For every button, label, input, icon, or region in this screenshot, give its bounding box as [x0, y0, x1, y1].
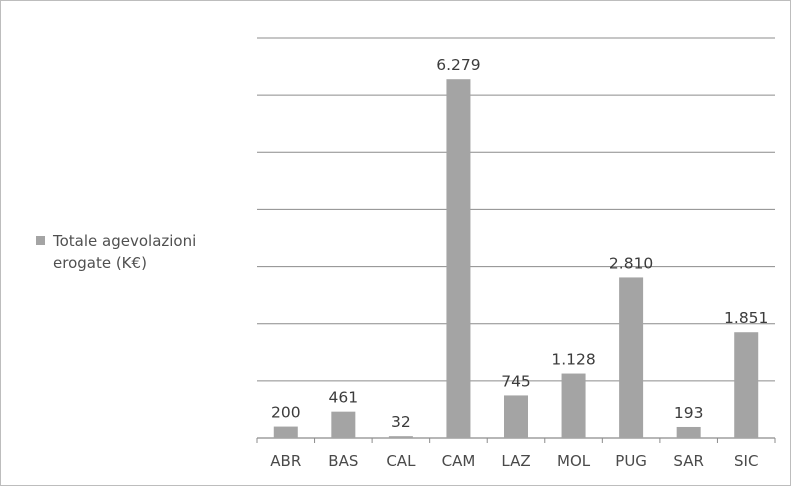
data-label-mol: 1.128 [551, 351, 595, 369]
bar-cal [388, 436, 413, 438]
x-tick-label-bas: BAS [328, 452, 358, 470]
data-label-cam: 6.279 [436, 56, 480, 74]
bar-mol [561, 373, 586, 438]
bar-laz [504, 395, 528, 438]
x-tick-label-cal: CAL [386, 452, 416, 470]
data-label-abr: 200 [271, 404, 301, 422]
legend-label: Totale agevolazioni erogate (K€) [53, 232, 197, 272]
bar-sar [676, 426, 701, 438]
data-label-bas: 461 [329, 389, 359, 407]
data-label-laz: 745 [501, 372, 531, 390]
x-tick-label-laz: LAZ [501, 452, 530, 470]
x-tick-label-sar: SAR [673, 452, 703, 470]
data-label-pug: 2.810 [609, 254, 653, 272]
data-label-sar: 193 [674, 404, 704, 422]
x-tick-label-mol: MOL [557, 452, 591, 470]
data-label-cal: 32 [391, 413, 411, 431]
bar-pug [619, 277, 644, 438]
bar-abr [273, 426, 298, 438]
x-tick-label-cam: CAM [442, 452, 476, 470]
x-tick-label-pug: PUG [615, 452, 647, 470]
x-tick-label-sic: SIC [734, 452, 758, 470]
legend-swatch [36, 236, 45, 245]
bar-cam [446, 79, 471, 438]
bar-sic [734, 332, 759, 438]
data-label-sic: 1.851 [724, 309, 768, 327]
bar-bas [331, 411, 356, 438]
x-tick-label-abr: ABR [270, 452, 301, 470]
